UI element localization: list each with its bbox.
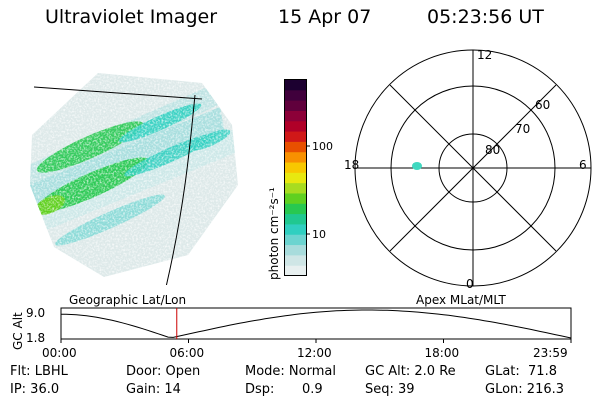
door-label: Door: Open xyxy=(126,364,201,379)
seq-label: Seq: 39 xyxy=(365,382,415,397)
colorbar-cell xyxy=(284,203,307,215)
x-tick-label: 00:00 xyxy=(42,346,77,360)
dsp-label: Dsp: xyxy=(245,382,275,397)
x-tick-label: 06:00 xyxy=(170,346,205,360)
colorbar-cell xyxy=(284,172,307,184)
colorbar-cell xyxy=(284,223,307,235)
colorbar: 100 10 xyxy=(284,79,333,276)
colorbar-cell xyxy=(284,141,307,153)
mlt-label-12: 12 xyxy=(477,48,492,62)
colorbar-cell xyxy=(284,110,307,122)
colorbar-unit-label: photon cm⁻²s⁻¹ xyxy=(267,187,281,280)
lat-label-80: 80 xyxy=(485,143,500,157)
lat-label-60: 60 xyxy=(535,98,550,112)
colorbar-cell xyxy=(284,131,307,142)
mlt-label-6: 6 xyxy=(579,158,587,172)
dsp-value: 0.9 xyxy=(302,382,323,397)
y-tick-1-8: 1.8 xyxy=(26,331,45,345)
polar-plot: 12 0 18 6 60 70 80 xyxy=(344,48,592,290)
y-tick-9: 9.0 xyxy=(26,306,45,320)
x-tick-label: 23:59 xyxy=(533,346,568,360)
limb-line xyxy=(33,86,203,100)
mlt-label-18: 18 xyxy=(344,158,359,172)
geographic-label: Geographic Lat/Lon xyxy=(69,293,187,307)
colorbar-cell xyxy=(284,162,307,173)
gain-label: Gain: 14 xyxy=(126,382,181,397)
auroral-spot xyxy=(412,162,422,170)
ip-label: IP: 36.0 xyxy=(10,382,60,397)
colorbar-cell xyxy=(284,120,307,132)
apex-label: Apex MLat/MLT xyxy=(416,293,506,307)
colorbar-tick-10: 10 xyxy=(312,228,326,241)
x-tick-label: 12:00 xyxy=(297,346,332,360)
colorbar-cell xyxy=(284,192,307,204)
auroral-image xyxy=(30,73,238,285)
colorbar-cell xyxy=(284,244,307,256)
terminator-line xyxy=(165,94,196,285)
colorbar-unit: photon cm⁻²s⁻¹ xyxy=(262,75,286,285)
colorbar-cell xyxy=(284,265,307,276)
mode-label: Mode: Normal xyxy=(245,364,336,379)
colorbar-tick-100: 100 xyxy=(312,140,333,153)
filter-label: Flt: LBHL xyxy=(10,364,68,379)
altitude-curve xyxy=(60,309,572,339)
colorbar-cell xyxy=(284,89,307,101)
colorbar-cell xyxy=(284,213,307,225)
colorbar-cell xyxy=(284,151,307,163)
glat-label: GLat: 71.8 xyxy=(485,364,557,379)
mlt-label-0: 0 xyxy=(466,277,474,290)
colorbar-cell xyxy=(284,254,307,266)
app-title: Ultraviolet Imager xyxy=(45,6,218,28)
time-label: 05:23:56 UT xyxy=(427,6,544,28)
gc-alt-label: GC Alt: 2.0 Re xyxy=(365,364,456,379)
altitude-timeline: GC Alt 9.0 1.8 00:00 06:00 12:00 18:00 23:59 xyxy=(11,306,572,360)
colorbar-cell xyxy=(284,79,307,91)
colorbar-cell xyxy=(284,182,307,194)
colorbar-cell xyxy=(284,100,307,111)
gc-alt-axis-title: GC Alt xyxy=(11,312,25,350)
lat-label-70: 70 xyxy=(515,122,530,136)
glon-label: GLon: 216.3 xyxy=(485,382,565,397)
colorbar-cell xyxy=(284,234,307,246)
x-tick-label: 18:00 xyxy=(425,346,460,360)
date-label: 15 Apr 07 xyxy=(278,6,372,28)
